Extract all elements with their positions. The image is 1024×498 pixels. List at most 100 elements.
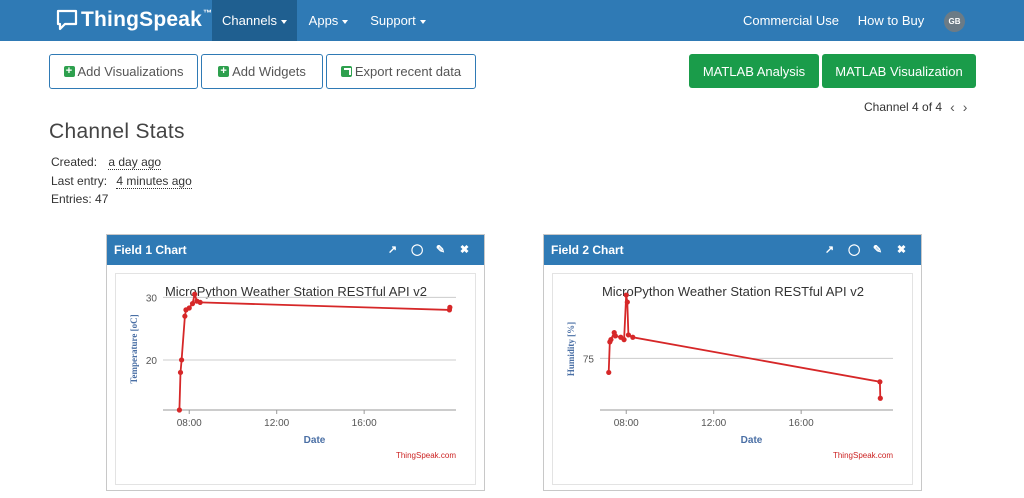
chart-svg: MicroPython Weather Station RESTful API … bbox=[129, 284, 456, 460]
nav-channels[interactable]: Channels bbox=[212, 0, 297, 41]
data-point bbox=[625, 332, 632, 338]
add-visualizations-button[interactable]: + Add Visualizations bbox=[49, 54, 198, 89]
y-tick-label: 30 bbox=[146, 293, 158, 304]
caret-down-icon bbox=[280, 19, 287, 24]
y-axis-label: Temperature [oC] bbox=[129, 314, 139, 383]
y-tick-label: 20 bbox=[146, 356, 158, 367]
stat-entries: Entries: 47 bbox=[51, 192, 109, 206]
x-tick-label: 16:00 bbox=[352, 418, 377, 429]
data-point bbox=[630, 334, 636, 340]
chart-title: MicroPython Weather Station RESTful API … bbox=[602, 284, 864, 299]
chart-svg: MicroPython Weather Station RESTful API … bbox=[566, 284, 893, 460]
chart-credit: ThingSpeak.com bbox=[833, 451, 893, 460]
nav-channels-label: Channels bbox=[222, 13, 277, 28]
channel-pager-label: Channel 4 of 4 bbox=[864, 100, 943, 114]
add-widgets-label: Add Widgets bbox=[232, 64, 306, 79]
panel-header: Field 1 Chart ↗ ◯ ✎ ✖ bbox=[107, 235, 484, 265]
export-recent-data-button[interactable]: Export recent data bbox=[326, 54, 476, 89]
nav-apps[interactable]: Apps bbox=[297, 0, 360, 41]
panel-title: Field 2 Chart bbox=[551, 243, 624, 257]
export-recent-data-label: Export recent data bbox=[354, 64, 462, 79]
stat-last-entry-label: Last entry: bbox=[51, 174, 108, 188]
stat-last-entry: Last entry: 4 minutes ago bbox=[51, 174, 192, 189]
pencil-icon[interactable]: ✎ bbox=[872, 243, 883, 256]
data-point bbox=[623, 292, 629, 298]
caret-down-icon bbox=[342, 19, 349, 24]
data-point bbox=[624, 299, 630, 305]
chart-credit: ThingSpeak.com bbox=[396, 451, 456, 460]
data-point bbox=[608, 337, 614, 343]
x-tick-label: 08:00 bbox=[177, 418, 202, 429]
chart-area: MicroPython Weather Station RESTful API … bbox=[552, 273, 913, 485]
close-icon[interactable]: ✖ bbox=[896, 243, 907, 256]
external-link-icon[interactable]: ↗ bbox=[824, 243, 835, 256]
chevron-right-icon[interactable]: › bbox=[962, 99, 968, 115]
channel-pager: Channel 4 of 4 ‹ › bbox=[864, 99, 967, 115]
field-2-chart-panel: Field 2 Chart ↗ ◯ ✎ ✖ MicroPython Weathe… bbox=[543, 234, 922, 491]
nav-apps-label: Apps bbox=[308, 13, 339, 28]
chevron-left-icon[interactable]: ‹ bbox=[950, 99, 955, 115]
data-point bbox=[877, 379, 883, 385]
panel-header: Field 2 Chart ↗ ◯ ✎ ✖ bbox=[544, 235, 921, 265]
add-widgets-button[interactable]: + Add Widgets bbox=[201, 54, 323, 89]
nav-support-label: Support bbox=[370, 13, 416, 28]
brand-logo[interactable]: ThingSpeak ™ bbox=[56, 7, 212, 33]
stat-created-label: Created: bbox=[51, 155, 98, 169]
panel-actions: ↗ ◯ ✎ ✖ bbox=[387, 235, 470, 265]
nav-support[interactable]: Support bbox=[360, 0, 436, 41]
nav-commercial-use-label: Commercial Use bbox=[742, 13, 840, 28]
data-point bbox=[192, 291, 198, 297]
field-1-chart-panel: Field 1 Chart ↗ ◯ ✎ ✖ MicroPython Weathe… bbox=[106, 234, 485, 491]
panel-actions: ↗ ◯ ✎ ✖ bbox=[824, 235, 907, 265]
data-point bbox=[176, 407, 182, 413]
external-link-icon[interactable]: ↗ bbox=[387, 243, 398, 256]
nav-how-to-buy-label: How to Buy bbox=[857, 13, 925, 28]
plus-icon: + bbox=[218, 66, 230, 77]
y-axis-label: Humidity [%] bbox=[566, 322, 576, 376]
x-tick-label: 16:00 bbox=[789, 418, 814, 429]
stat-created-value: a day ago bbox=[108, 155, 162, 170]
matlab-visualization-label: MATLAB Visualization bbox=[835, 63, 963, 79]
comment-icon[interactable]: ◯ bbox=[411, 243, 424, 256]
x-axis-label: Date bbox=[304, 435, 326, 446]
data-point bbox=[186, 305, 192, 311]
data-point bbox=[447, 304, 453, 310]
chart-title: MicroPython Weather Station RESTful API … bbox=[165, 284, 427, 299]
channel-stats-title: Channel Stats bbox=[49, 120, 185, 143]
data-point bbox=[621, 337, 627, 343]
panel-title: Field 1 Chart bbox=[114, 243, 187, 257]
matlab-analysis-label: MATLAB Analysis bbox=[702, 63, 806, 79]
data-point bbox=[197, 299, 203, 305]
matlab-analysis-button[interactable]: MATLAB Analysis bbox=[689, 54, 819, 88]
data-point bbox=[612, 333, 618, 339]
y-tick-label: 75 bbox=[583, 354, 595, 365]
plus-icon: + bbox=[63, 66, 75, 77]
data-point bbox=[182, 313, 188, 319]
data-point bbox=[877, 395, 883, 401]
series-line bbox=[607, 294, 882, 399]
user-avatar[interactable]: GB bbox=[944, 11, 965, 32]
series-line bbox=[178, 290, 451, 411]
x-tick-label: 08:00 bbox=[614, 418, 639, 429]
x-tick-label: 12:00 bbox=[701, 418, 726, 429]
close-icon[interactable]: ✖ bbox=[459, 243, 470, 256]
top-navbar: ThingSpeak ™ Channels Apps Support Commer… bbox=[0, 0, 1024, 41]
data-point bbox=[178, 357, 185, 363]
x-axis-label: Date bbox=[741, 435, 763, 446]
brand-trademark: ™ bbox=[203, 8, 213, 18]
data-point bbox=[177, 369, 184, 376]
matlab-visualization-button[interactable]: MATLAB Visualization bbox=[822, 54, 976, 88]
comment-icon[interactable]: ◯ bbox=[848, 243, 861, 256]
nav-how-to-buy[interactable]: How to Buy bbox=[850, 0, 932, 41]
data-point bbox=[606, 369, 612, 376]
speech-bubble-icon bbox=[56, 9, 78, 31]
export-icon bbox=[340, 66, 352, 77]
chart-area: MicroPython Weather Station RESTful API … bbox=[115, 273, 476, 485]
pencil-icon[interactable]: ✎ bbox=[435, 243, 446, 256]
nav-commercial-use[interactable]: Commercial Use bbox=[736, 0, 846, 41]
brand-name: ThingSpeak bbox=[81, 8, 203, 31]
caret-down-icon bbox=[419, 19, 426, 24]
add-visualizations-label: Add Visualizations bbox=[77, 64, 184, 79]
stat-last-entry-value: 4 minutes ago bbox=[116, 174, 192, 189]
stat-created: Created: a day ago bbox=[51, 155, 162, 170]
